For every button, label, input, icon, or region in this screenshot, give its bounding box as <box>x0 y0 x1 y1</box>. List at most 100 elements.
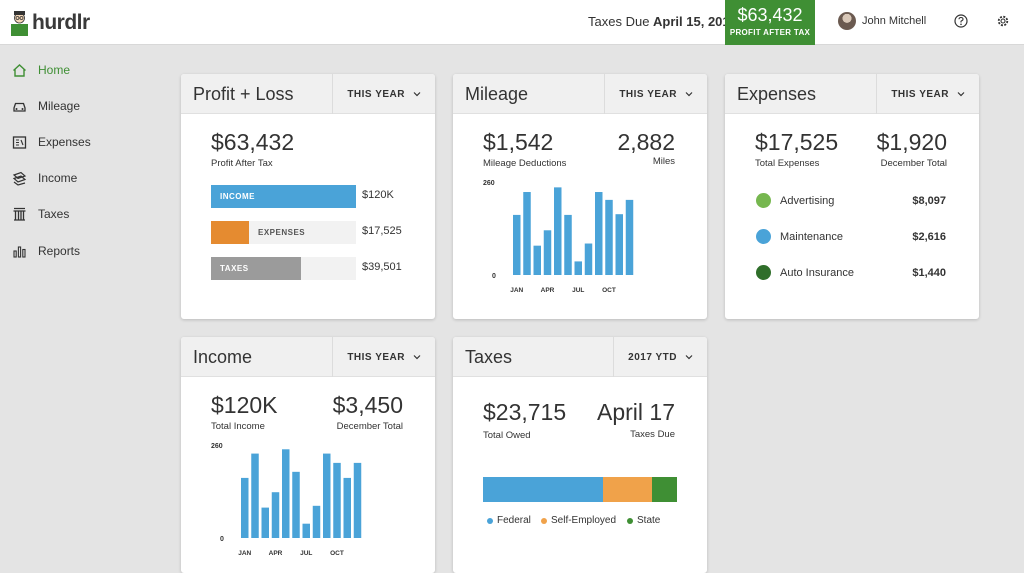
sidebar-item-label: Mileage <box>38 99 81 113</box>
receipt-icon <box>12 135 27 149</box>
december-total-value: $3,450 <box>332 392 403 418</box>
sidebar-item-expenses[interactable]: Expenses <box>12 132 91 152</box>
tax-segment[interactable] <box>651 477 677 502</box>
tax-segment[interactable] <box>603 477 652 502</box>
x-tick-label: OCT <box>602 287 616 294</box>
profit-value: $63,432 <box>211 129 295 155</box>
chart-bar[interactable] <box>323 453 331 538</box>
card-title: Taxes <box>465 347 513 367</box>
legend-item-state: State <box>627 515 660 526</box>
category-name: Maintenance <box>780 231 843 243</box>
x-tick-label: OCT <box>330 550 344 557</box>
chart-bar[interactable] <box>282 449 290 538</box>
money-icon <box>12 171 27 186</box>
chart-bar[interactable] <box>564 214 572 275</box>
chart-bar[interactable] <box>523 192 531 275</box>
card-header: Income THIS YEAR <box>181 337 435 377</box>
profit-after-tax-badge[interactable]: $63,432 PROFIT AFTER TAX <box>725 0 815 45</box>
card-header: Expenses THIS YEAR <box>725 74 979 114</box>
chart-bar[interactable] <box>605 199 613 275</box>
taxes-card[interactable]: Taxes 2017 YTD $23,715 Total Owed April … <box>453 337 707 573</box>
sidebar-item-taxes[interactable]: Taxes <box>12 204 69 224</box>
y-tick-label: 260 <box>211 443 223 450</box>
chart-bar[interactable] <box>554 187 562 275</box>
period-label: THIS YEAR <box>619 88 677 100</box>
profit-loss-card[interactable]: Profit + Loss THIS YEAR $63,432 Profit A… <box>181 74 435 319</box>
chart-bar[interactable] <box>251 453 259 538</box>
taxes-due-label: Taxes Due <box>588 14 650 29</box>
legend-label: State <box>637 515 661 526</box>
mileage-card[interactable]: Mileage THIS YEAR $1,542 Mileage Deducti… <box>453 74 707 319</box>
chart-bar[interactable] <box>271 492 280 538</box>
chart-bar[interactable] <box>625 199 634 275</box>
chart-bar[interactable] <box>302 523 311 538</box>
chart-bar[interactable] <box>292 471 300 538</box>
x-tick-label: JUL <box>572 287 584 294</box>
sidebar-item-label: Reports <box>38 244 81 258</box>
legend-dot <box>487 517 493 524</box>
sidebar-item-reports[interactable]: Reports <box>12 241 80 261</box>
gear-icon[interactable] <box>996 14 1010 28</box>
pl-bar-taxes[interactable]: TAXES <box>211 257 356 280</box>
chart-bar[interactable] <box>533 245 542 275</box>
period-dropdown[interactable]: THIS YEAR <box>332 337 435 377</box>
chart-bar[interactable] <box>543 230 552 275</box>
top-header: hurdlr Taxes Due April 15, 2019 $63,432 … <box>0 0 1024 45</box>
pl-bar-expenses[interactable]: EXPENSES <box>211 221 356 244</box>
help-icon[interactable] <box>954 14 968 28</box>
legend-dot <box>541 517 547 524</box>
chart-bar[interactable] <box>595 192 603 275</box>
sidebar-item-mileage[interactable]: Mileage <box>12 96 80 116</box>
pl-bar-label: EXPENSES <box>258 228 306 237</box>
category-value: $1,440 <box>912 267 946 279</box>
category-value: $8,097 <box>912 195 946 207</box>
december-total-label: December Total <box>880 158 947 169</box>
chart-bar[interactable] <box>261 507 270 538</box>
chart-bar[interactable] <box>574 261 583 275</box>
bar-chart-icon <box>13 245 26 258</box>
period-dropdown[interactable]: THIS YEAR <box>604 74 707 114</box>
x-tick-label: JAN <box>510 287 523 294</box>
income-card[interactable]: Income THIS YEAR $120K Total Income $3,4… <box>181 337 435 573</box>
x-tick-label: JAN <box>238 550 251 557</box>
period-label: THIS YEAR <box>891 88 949 100</box>
expenses-card[interactable]: Expenses THIS YEAR $17,525 Total Expense… <box>725 74 979 319</box>
sidebar-item-label: Expenses <box>38 135 91 149</box>
sidebar-item-label: Income <box>38 171 78 185</box>
sidebar-item-home[interactable]: Home <box>12 60 70 80</box>
home-icon <box>13 63 26 77</box>
pl-bar-fill <box>211 257 301 280</box>
chart-bar[interactable] <box>584 243 593 275</box>
taxes-due: Taxes Due April 15, 2019 <box>588 14 737 29</box>
period-dropdown[interactable]: 2017 YTD <box>613 337 707 377</box>
chart-bar[interactable] <box>353 462 362 538</box>
period-label: THIS YEAR <box>347 88 405 100</box>
user-menu[interactable]: John Mitchell <box>838 12 926 30</box>
chevron-down-icon <box>685 92 693 97</box>
logo[interactable]: hurdlr <box>11 10 90 36</box>
pl-taxes-value: $39,501 <box>362 261 402 273</box>
taxes-due-date-value: April 17 <box>597 399 675 425</box>
profit-after-tax-value: $63,432 <box>737 5 803 25</box>
december-total-label: December Total <box>336 421 403 432</box>
tax-segment[interactable] <box>483 477 604 502</box>
card-header: Mileage THIS YEAR <box>453 74 707 114</box>
period-dropdown[interactable]: THIS YEAR <box>332 74 435 114</box>
chevron-down-icon <box>685 355 693 360</box>
chart-bar[interactable] <box>615 214 624 275</box>
pl-bar-income[interactable]: INCOME <box>211 185 356 208</box>
chart-bar[interactable] <box>241 477 249 538</box>
total-owed-label: Total Owed <box>483 430 531 441</box>
period-label: THIS YEAR <box>347 351 405 363</box>
chart-bar[interactable] <box>513 214 521 275</box>
period-dropdown[interactable]: THIS YEAR <box>876 74 979 114</box>
tax-breakdown-bar[interactable] <box>483 477 677 502</box>
legend-label: Federal <box>497 515 531 526</box>
profit-after-tax-label: PROFIT AFTER TAX <box>729 28 811 37</box>
chart-bar[interactable] <box>312 505 321 538</box>
chart-bar[interactable] <box>333 462 341 538</box>
miles-label: Miles <box>652 156 675 167</box>
chevron-down-icon <box>413 355 421 360</box>
sidebar-item-income[interactable]: Income <box>12 168 77 188</box>
chart-bar[interactable] <box>343 477 352 538</box>
